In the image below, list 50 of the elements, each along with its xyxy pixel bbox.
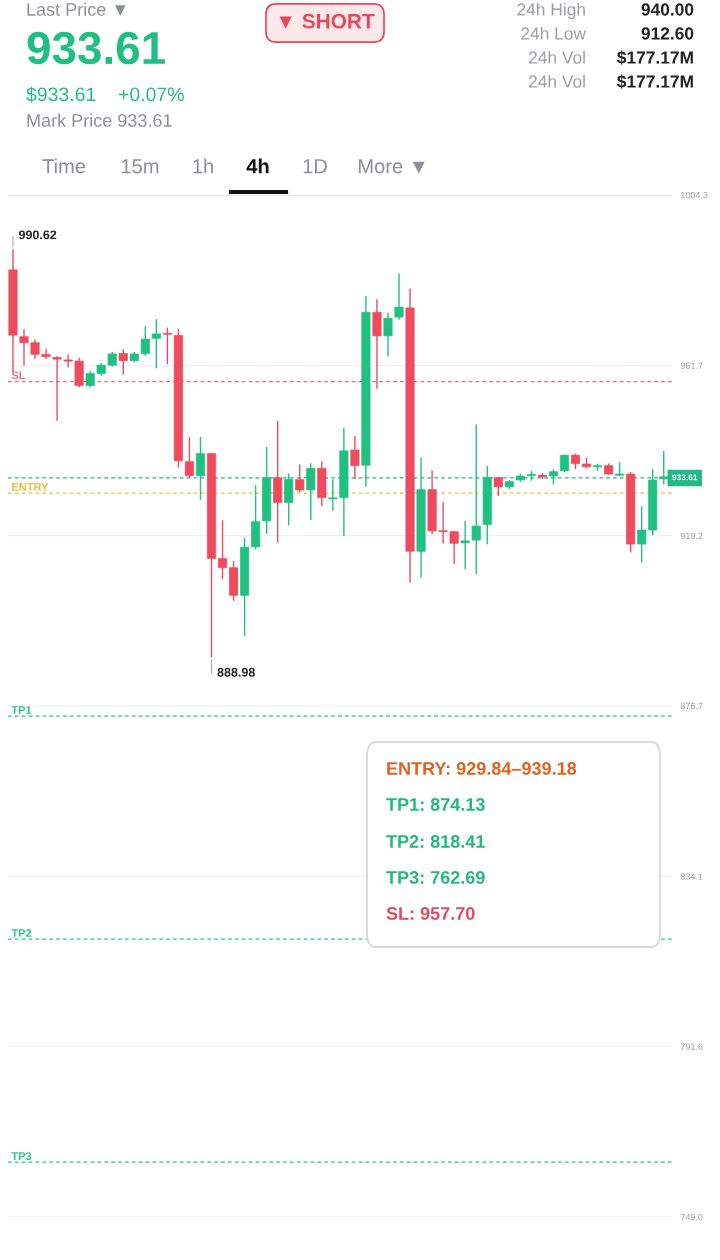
text: 24h High [517,2,585,20]
text: 940.00 [641,3,694,16]
text: 912.60 [641,27,694,40]
text: 1D [303,159,327,174]
text: 24h Vol [528,50,585,64]
text: 15m [121,159,159,174]
candlestick [162,327,172,365]
text: +0.07% [118,87,184,102]
text: More ▼ [358,159,425,174]
candlestick [184,436,194,478]
candlestick [372,299,382,389]
y-tick-label: 961.7 [680,362,703,369]
annotation: ENTRY: 929.84–939.18 [387,762,577,775]
candlestick [383,312,393,357]
y-tick-label: 791.6 [680,1043,703,1050]
text: 933.61 [27,31,165,65]
text: 4h [246,158,269,174]
candlestick [151,319,161,369]
annotation: TP1: 874.13 [386,798,485,811]
ref-line-label: ENTRY [12,483,49,491]
candlestick [118,349,128,375]
annotation: 990.62 [18,230,57,240]
text: Last Price ▼ [27,2,126,16]
ref-line-label: TP1 [11,706,32,714]
annotation: TP2: 818.41 [386,835,485,848]
text: $933.61 [26,86,96,103]
y-tick-label: 919.2 [680,532,703,540]
y-tick-label: 834.1 [680,873,703,880]
candlestick [350,436,360,480]
text: Time [42,158,86,174]
ref-line-label: TP2 [11,929,32,937]
text: 24h Vol [528,74,585,88]
ref-line-label: 933.61 [672,474,698,481]
text: 24h Low [521,26,587,40]
y-tick-label: 1004.3 [681,191,708,199]
text: Mark Price 933.61 [27,113,172,127]
ref-line-label: TP3 [11,1152,32,1161]
annotation: TP3: 762.69 [386,871,485,884]
text: ▼ SHORT [279,13,375,29]
ref-line-label: SL [11,371,26,380]
text: 1h [193,158,213,174]
candlestick [217,520,228,580]
candlestick [394,273,404,320]
y-tick-label: 749.0 [680,1213,703,1221]
candlestick [295,464,305,493]
text: $177.17M [617,74,693,89]
annotation: 888.98 [217,667,255,677]
y-tick-label: 876.7 [680,702,703,710]
annotation: SL: 957.70 [386,907,475,920]
text: $177.17M [617,50,693,65]
